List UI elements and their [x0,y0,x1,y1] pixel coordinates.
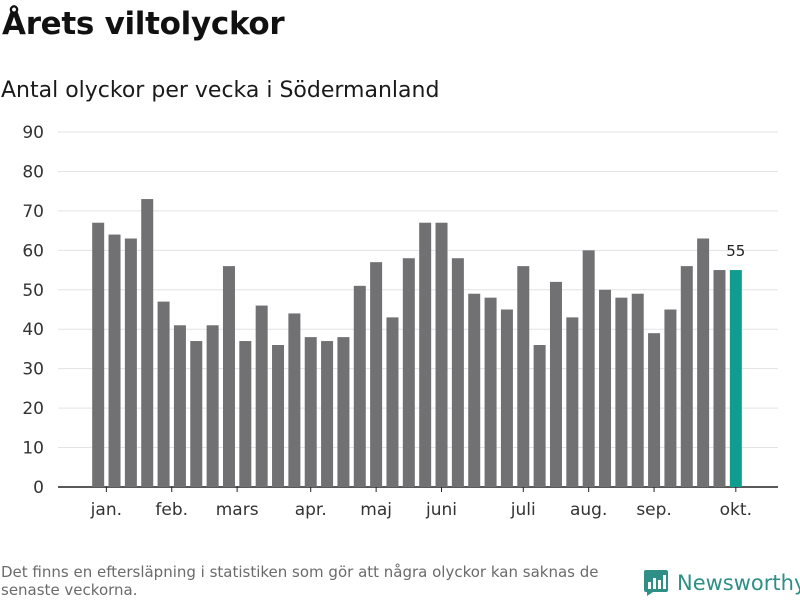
y-tick-label: 80 [22,162,44,182]
bar [255,305,268,487]
bar [697,238,710,487]
bar [549,281,562,487]
bar [680,266,693,487]
y-tick-label: 50 [22,281,44,301]
bar [173,325,186,487]
bar [288,313,301,487]
bar [353,285,366,487]
bar-highlight [729,270,742,487]
bar [304,337,317,487]
bar [370,262,383,487]
bar [631,293,644,487]
bar [517,266,530,487]
bar [124,238,137,487]
bar [190,341,203,487]
bar [451,258,464,487]
highlight-value-label: 55 [726,242,745,260]
bar [566,317,579,487]
bar [664,309,677,487]
bar [648,333,661,487]
chart-title: Årets viltolyckor [2,6,285,42]
bar [141,199,154,488]
bar [500,309,513,487]
bar [582,250,595,487]
bar [222,266,235,487]
x-tick-label: mars [216,500,259,520]
bar [599,289,612,487]
bar [435,222,448,487]
bar [713,270,726,487]
x-tick-label: feb. [155,500,188,520]
x-tick-label: aug. [570,500,607,520]
newsworthy-logo-icon [644,570,668,596]
bar [108,234,121,487]
bars [92,199,742,488]
x-tick-label: juni [425,500,457,520]
y-axis-ticks: 0 10 20 30 40 50 60 70 80 90 [22,123,44,498]
bar [272,345,285,487]
bar [386,317,399,487]
bar [337,337,350,487]
bar [92,222,105,487]
x-tick-label: sep. [636,500,672,520]
bar [419,222,432,487]
x-tick-label: juli [510,500,536,520]
x-tick-label: apr. [295,500,327,520]
brand-name: Newsworthy [677,571,800,595]
y-tick-label: 60 [22,241,44,261]
bar [615,297,628,487]
footnote: Det finns en eftersläpning i statistiken… [1,563,599,599]
y-tick-label: 10 [22,439,44,459]
bar [321,341,334,487]
y-tick-label: 0 [33,478,44,498]
data-labels: 55 [726,242,745,260]
bar [468,293,481,487]
y-tick-label: 40 [22,320,44,340]
y-tick-label: 70 [22,202,44,222]
bar [533,345,546,487]
bar [157,301,170,487]
y-tick-label: 20 [22,399,44,419]
x-tick-label: maj [360,500,392,520]
bar [484,297,497,487]
brand-logo: Newsworthy [643,568,800,598]
bar [402,258,415,487]
bar [206,325,219,487]
chart-subtitle: Antal olyckor per vecka i Södermanland [1,78,440,103]
x-axis-ticks: jan. feb. mars apr. maj juni juli aug. sep. okt. [90,487,752,520]
x-tick-label: jan. [90,500,122,520]
x-tick-label: okt. [720,500,752,520]
y-tick-label: 90 [22,123,44,143]
bar [239,341,252,487]
y-tick-label: 30 [22,360,44,380]
